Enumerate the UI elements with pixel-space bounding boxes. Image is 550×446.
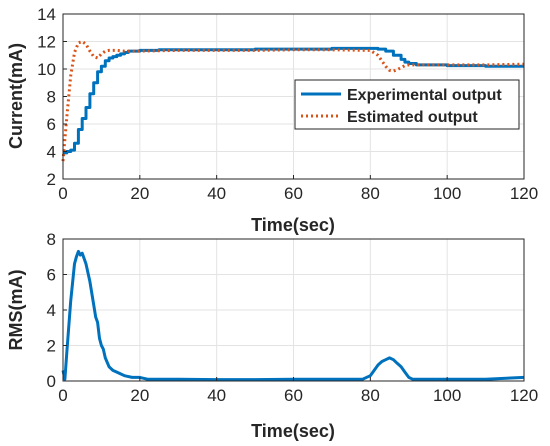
current-x-tick-label: 100 xyxy=(433,184,461,203)
rms-x-tick-label: 120 xyxy=(510,386,538,405)
rms-y-tick-label: 2 xyxy=(47,337,56,356)
rms-y-tick-label: 0 xyxy=(47,372,56,391)
current-x-axis-label: Time(sec) xyxy=(251,215,335,235)
current-y-tick-label: 8 xyxy=(47,88,56,107)
rms-y-tick-label: 6 xyxy=(47,266,56,285)
legend-label-estimated: Estimated output xyxy=(347,109,478,126)
current-y-tick-label: 10 xyxy=(37,60,56,79)
rms-x-axis-label: Time(sec) xyxy=(251,421,335,441)
rms-y-tick-label: 4 xyxy=(47,301,56,320)
current-x-tick-label: 0 xyxy=(58,184,67,203)
legend: Experimental output Estimated output xyxy=(295,80,519,129)
current-y-tick-label: 6 xyxy=(47,115,56,134)
rms-x-tick-label: 100 xyxy=(433,386,461,405)
current-x-tick-label: 20 xyxy=(130,184,149,203)
current-x-tick-label: 60 xyxy=(284,184,303,203)
current-x-tick-label: 40 xyxy=(207,184,226,203)
rms-chart: 0 20 40 60 80 100 120 0 2 4 6 8 RMS(mA) Time(sec) xyxy=(6,230,538,441)
rms-x-tick-label: 40 xyxy=(207,386,226,405)
current-y-axis-label: Current(mA) xyxy=(6,43,26,149)
rms-x-tick-label: 0 xyxy=(58,386,67,405)
current-y-tick-label: 14 xyxy=(37,5,56,24)
rms-x-tick-label: 60 xyxy=(284,386,303,405)
current-x-tick-label: 80 xyxy=(361,184,380,203)
legend-label-experimental: Experimental output xyxy=(347,87,502,104)
current-y-tick-label: 4 xyxy=(47,143,56,162)
current-y-tick-label: 12 xyxy=(37,33,56,52)
current-y-tick-label: 2 xyxy=(47,170,56,189)
current-chart: 0 20 40 60 80 100 120 2 4 6 8 10 12 14 Current(mA) Ti… xyxy=(6,5,538,235)
rms-y-axis-label: RMS(mA) xyxy=(6,270,26,351)
current-x-tick-label: 120 xyxy=(510,184,538,203)
rms-y-tick-label: 8 xyxy=(47,230,56,249)
rms-x-tick-label: 80 xyxy=(361,386,380,405)
rms-x-tick-label: 20 xyxy=(130,386,149,405)
